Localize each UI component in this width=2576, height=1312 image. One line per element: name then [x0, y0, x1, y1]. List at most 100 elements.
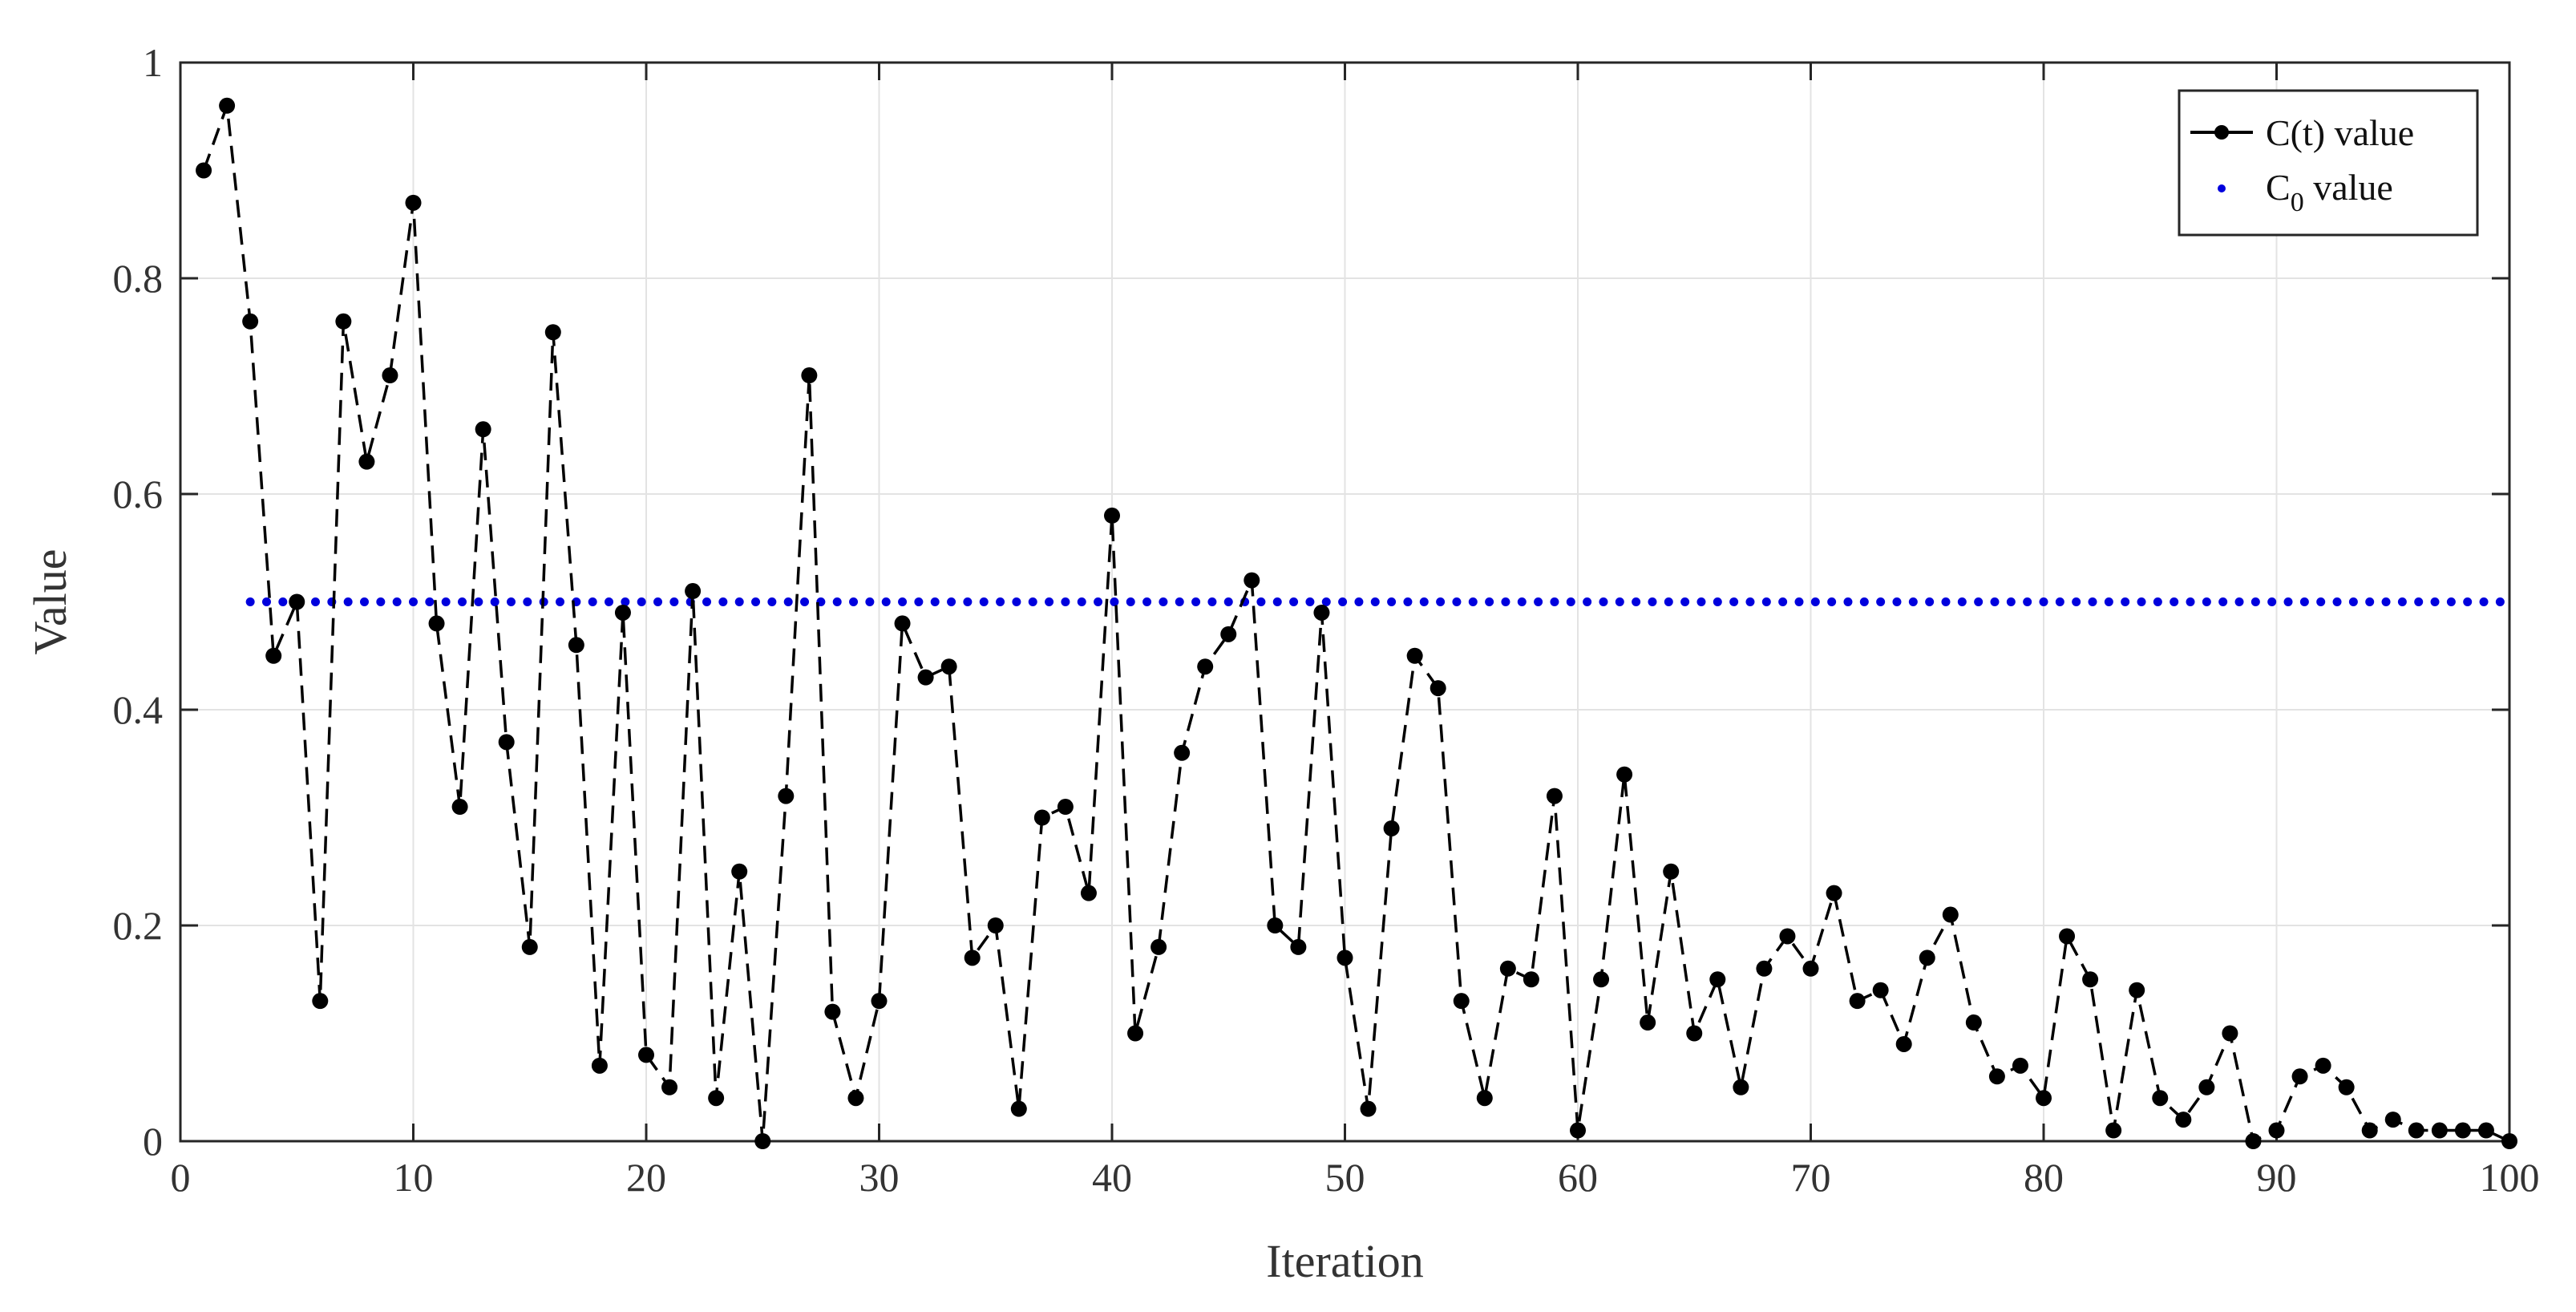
ct-data-point — [987, 917, 1004, 933]
c0-dot — [1615, 597, 1624, 606]
ct-data-point — [614, 604, 631, 621]
c0-dot — [441, 597, 451, 606]
legend-c0-main: C — [2266, 167, 2291, 208]
c0-dot — [1061, 597, 1070, 606]
ct-data-point — [544, 324, 561, 341]
ct-data-point — [1616, 766, 1633, 783]
c0-dot — [767, 597, 777, 606]
ct-data-point — [894, 615, 911, 632]
c0-dot — [2381, 597, 2391, 606]
ct-data-point — [661, 1079, 678, 1095]
c0-dot — [2006, 597, 2016, 606]
c0-dot — [2495, 597, 2505, 606]
c0-dot — [523, 597, 532, 606]
c0-dot — [1713, 597, 1722, 606]
c0-dot — [1810, 597, 1820, 606]
c0-dot — [2104, 597, 2113, 606]
c0-dot — [947, 597, 956, 606]
ct-data-point — [1640, 1014, 1656, 1031]
y-tick-label: 0.2 — [113, 903, 164, 948]
c0-dot — [2316, 597, 2326, 606]
c0-dot — [1680, 597, 1690, 606]
c0-dot — [1729, 597, 1739, 606]
ct-data-point — [824, 1003, 841, 1020]
ct-data-point — [1430, 680, 1446, 697]
c0-dot — [245, 597, 255, 606]
c0-dot — [425, 597, 435, 606]
c0-dot — [1387, 597, 1397, 606]
c0-dot — [1632, 597, 1641, 606]
ct-data-point — [801, 367, 818, 384]
c0-dot — [963, 597, 973, 606]
c0-dot — [474, 597, 483, 606]
c0-dot — [1957, 597, 1967, 606]
c0-dot — [1436, 597, 1446, 606]
c0-dot — [1517, 597, 1527, 606]
c0-dot — [1908, 597, 1918, 606]
c0-dot — [1974, 597, 1984, 606]
ct-data-point — [1406, 647, 1423, 664]
legend-c0-rest: value — [2304, 167, 2393, 208]
c0-dot — [783, 597, 793, 606]
ct-data-point — [2268, 1122, 2285, 1139]
c0-dot — [2414, 597, 2424, 606]
ct-data-point — [1756, 960, 1773, 977]
ct-data-point — [1267, 917, 1284, 933]
x-tick-label: 90 — [2257, 1155, 2297, 1200]
ct-data-point — [754, 1133, 771, 1149]
ct-data-point — [2431, 1122, 2448, 1139]
c0-dot — [849, 597, 859, 606]
c0-dot — [392, 597, 402, 606]
c0-dot — [1289, 597, 1299, 606]
ct-data-point — [871, 993, 888, 1010]
ct-data-point — [1733, 1079, 1749, 1095]
ct-data-point — [1802, 960, 1819, 977]
ct-data-point — [196, 162, 212, 179]
ct-data-point — [685, 583, 702, 600]
ct-data-point — [2291, 1068, 2308, 1085]
x-tick-label: 10 — [394, 1155, 434, 1200]
c0-dot — [2348, 597, 2358, 606]
ct-data-point — [1453, 993, 1470, 1010]
c0-dot — [800, 597, 810, 606]
c0-dot — [1338, 597, 1348, 606]
ct-data-point — [2129, 982, 2145, 998]
ct-data-point — [2245, 1133, 2262, 1149]
ct-data-point — [289, 593, 305, 610]
ct-data-point — [1197, 658, 1214, 675]
ct-data-point — [1313, 604, 1330, 621]
ct-data-point — [568, 637, 584, 654]
c0-dot — [2153, 597, 2162, 606]
c0-dot — [1892, 597, 1902, 606]
c0-dot — [1094, 597, 1103, 606]
c0-dot — [1110, 597, 1119, 606]
c0-dot — [2072, 597, 2081, 606]
ct-data-point — [1942, 906, 1959, 923]
c0-dot — [2267, 597, 2277, 606]
series-c0-line — [245, 597, 2505, 606]
y-axis-title: Value — [24, 549, 76, 654]
ct-data-point — [778, 788, 795, 804]
ct-data-point — [2152, 1090, 2169, 1107]
c0-dot — [2170, 597, 2179, 606]
c0-dot — [1485, 597, 1494, 606]
ct-data-point — [638, 1047, 654, 1063]
ct-data-point — [1244, 572, 1260, 589]
ct-data-point — [1057, 799, 1074, 816]
ct-data-point — [708, 1090, 725, 1107]
c0-dot — [2463, 597, 2473, 606]
ct-data-point — [475, 421, 491, 438]
c0-dot — [2202, 597, 2211, 606]
ct-data-point — [1895, 1035, 1912, 1052]
ct-data-point — [1127, 1025, 1144, 1042]
ct-data-point — [2501, 1133, 2517, 1149]
ct-data-point — [2198, 1079, 2215, 1095]
ct-data-point — [2012, 1057, 2028, 1074]
grid — [180, 63, 2509, 1141]
c0-dot — [1175, 597, 1184, 606]
c0-dot — [1843, 597, 1853, 606]
ct-data-point — [219, 97, 236, 114]
ct-data-point — [1104, 507, 1120, 524]
c0-dot — [979, 597, 989, 606]
c0-dot — [588, 597, 597, 606]
